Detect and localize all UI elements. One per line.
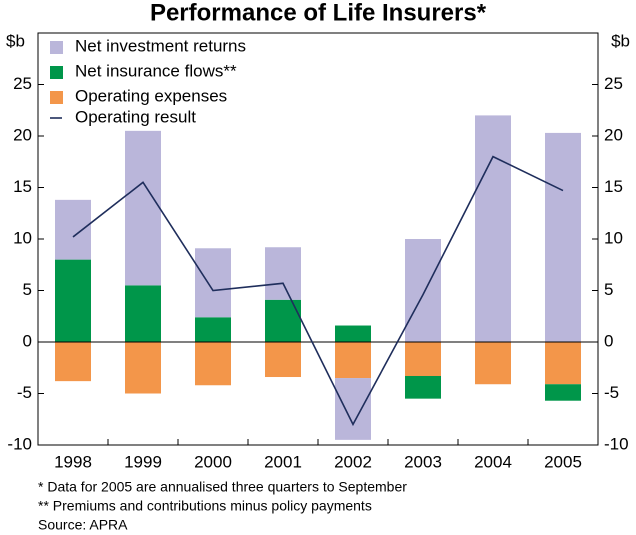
x-tick-label: 2001: [264, 452, 302, 471]
x-tick-label: 1999: [124, 452, 162, 471]
y2-tick-label: -10: [604, 434, 629, 453]
x-tick-label: 1998: [54, 452, 92, 471]
bar: [545, 384, 581, 401]
bar: [265, 342, 301, 378]
x-tick-label: 2003: [404, 452, 442, 471]
y2-tick-label: 0: [604, 331, 613, 350]
legend-label: Operating result: [75, 107, 196, 126]
bar: [405, 239, 441, 342]
y-tick-label: 0: [23, 331, 32, 350]
bar: [125, 130, 161, 286]
bar: [405, 342, 441, 376]
legend-label: Net insurance flows**: [75, 61, 237, 80]
bar: [335, 342, 371, 379]
legend-swatch: [50, 41, 63, 54]
bar: [195, 317, 231, 342]
y2-tick-label: 15: [604, 177, 623, 196]
line: [72, 155, 564, 427]
y2-tick-label: 10: [604, 228, 623, 247]
legend-label: Net investment returns: [75, 36, 246, 55]
footnote: ** Premiums and contributions minus poli…: [38, 498, 372, 514]
x-tick-label: 2000: [194, 452, 232, 471]
bar: [55, 199, 91, 260]
bar: [545, 132, 581, 342]
chart-title: Performance of Life Insurers*: [150, 0, 487, 26]
bar: [195, 248, 231, 318]
bar: [55, 259, 91, 342]
y-tick-label: 25: [13, 74, 32, 93]
y-tick-label: 10: [13, 228, 32, 247]
y-tick-label: -10: [7, 434, 32, 453]
footnote: * Data for 2005 are annualised three qua…: [38, 479, 407, 495]
bar: [125, 285, 161, 342]
bar: [195, 342, 231, 386]
y2-tick-label: 5: [604, 280, 613, 299]
bar: [125, 342, 161, 394]
bar: [475, 342, 511, 385]
y-tick-label: -5: [17, 383, 32, 402]
y2-axis-label: $b: [611, 31, 630, 50]
footnote: Source: APRA: [38, 517, 128, 533]
y-axis-label: $b: [6, 31, 25, 50]
legend-swatch: [50, 66, 63, 79]
plot-frame: [37, 32, 599, 446]
y2-tick-label: 20: [604, 125, 623, 144]
bar: [335, 378, 371, 440]
x-tick-label: 2002: [334, 452, 372, 471]
bar: [475, 115, 511, 343]
x-tick-label: 2004: [474, 452, 512, 471]
legend-swatch: [50, 91, 63, 104]
y-tick-label: 20: [13, 125, 32, 144]
y-tick-label: 15: [13, 177, 32, 196]
y2-tick-label: 25: [604, 74, 623, 93]
bar: [405, 375, 441, 399]
bar: [265, 247, 301, 300]
y2-tick-label: -5: [604, 383, 619, 402]
bar: [265, 299, 301, 342]
bar: [545, 342, 581, 385]
legend-label: Operating expenses: [75, 86, 227, 105]
bar: [55, 342, 91, 382]
x-tick-label: 2005: [544, 452, 582, 471]
y-tick-label: 5: [23, 280, 32, 299]
bar: [335, 325, 371, 342]
